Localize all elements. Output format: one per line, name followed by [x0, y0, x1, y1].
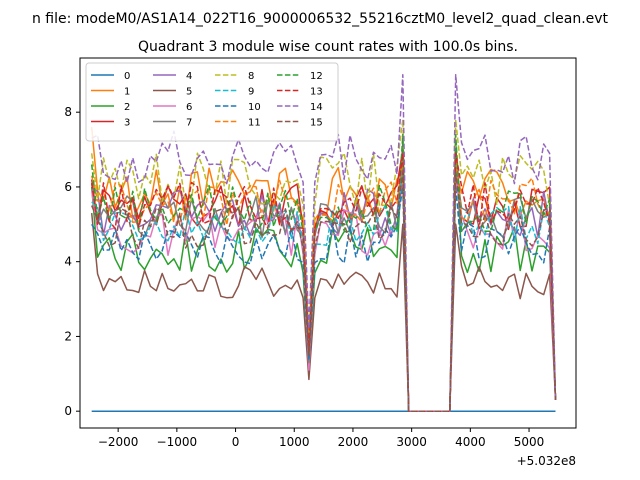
legend-label-7: 7	[186, 118, 192, 129]
series-line-5	[90, 213, 557, 412]
series-line-12	[90, 133, 557, 412]
series-line-14	[91, 74, 557, 412]
series-line-6	[90, 178, 557, 412]
series-line-7	[90, 163, 557, 412]
legend-label-10: 10	[248, 102, 261, 113]
legend-label-12: 12	[310, 71, 323, 82]
legend-label-2: 2	[124, 102, 130, 113]
legend-label-5: 5	[186, 87, 192, 98]
legend-label-4: 4	[186, 71, 192, 82]
y-axis: 0 2 4 6 8	[64, 105, 80, 418]
x-tick-label: 2000	[338, 435, 369, 449]
y-tick-label: 4	[64, 255, 72, 269]
legend-label-0: 0	[124, 71, 130, 82]
legend-label-1: 1	[124, 87, 130, 98]
x-axis-offset-label: +5.032e8	[517, 454, 576, 468]
x-tick-label: 5000	[514, 435, 545, 449]
series-line-11	[90, 156, 557, 412]
figure-suptitle: n file: modeM0/AS1A14_022T16_9000006532_…	[32, 11, 609, 27]
y-tick-label: 6	[64, 180, 72, 194]
x-tick-label: 3000	[396, 435, 427, 449]
legend-label-8: 8	[248, 71, 254, 82]
chart-title: Quadrant 3 module wise count rates with …	[138, 39, 518, 55]
plot-area	[90, 74, 557, 412]
series-line-15	[91, 171, 557, 412]
legend-label-14: 14	[310, 102, 323, 113]
series-line-10	[91, 186, 557, 412]
series-line-3	[90, 148, 557, 412]
y-tick-label: 2	[64, 329, 72, 343]
x-tick-label: 0	[232, 435, 240, 449]
x-tick-label: −2000	[98, 435, 139, 449]
y-tick-label: 0	[64, 404, 72, 418]
x-tick-label: 4000	[455, 435, 486, 449]
legend-label-3: 3	[124, 118, 130, 129]
y-tick-label: 8	[64, 105, 72, 119]
legend-label-9: 9	[248, 87, 254, 98]
x-tick-label: 1000	[279, 435, 310, 449]
legend-label-13: 13	[310, 87, 323, 98]
legend-frame	[85, 62, 339, 142]
axes-frame	[79, 57, 577, 429]
x-axis: −2000 −1000 0 1000 2000 3000 4000 5000	[98, 428, 544, 449]
legend-label-15: 15	[310, 118, 323, 129]
series-line-1	[90, 127, 557, 412]
series-line-13	[90, 152, 557, 412]
x-tick-label: −1000	[157, 435, 198, 449]
legend-label-6: 6	[186, 102, 192, 113]
legend-label-11: 11	[248, 118, 261, 129]
